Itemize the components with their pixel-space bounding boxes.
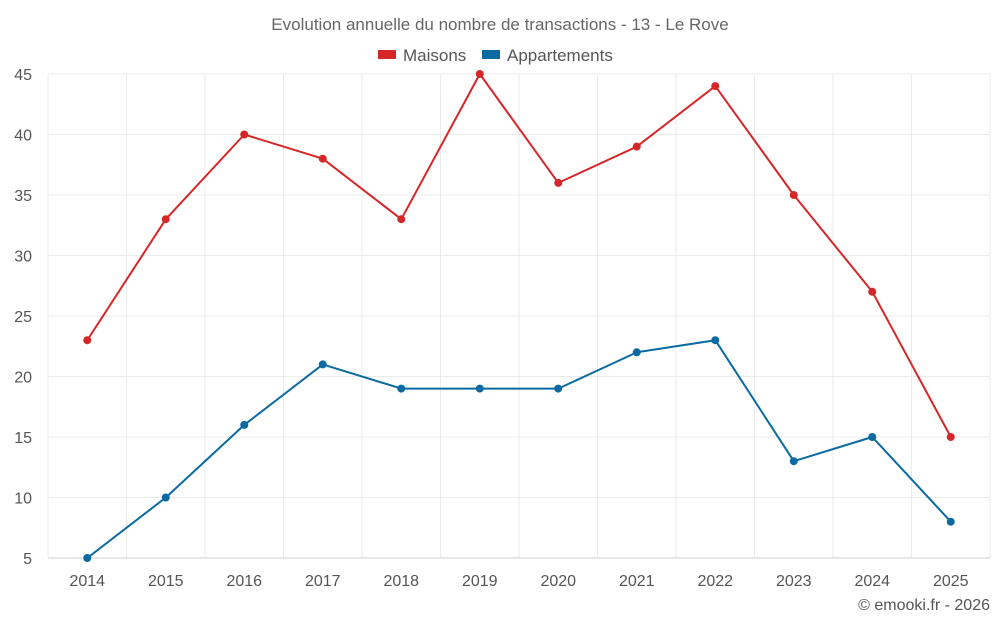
- x-tick-label: 2023: [776, 573, 812, 590]
- series-appartements: [83, 336, 955, 562]
- legend-item-maisons[interactable]: Maisons: [378, 46, 466, 65]
- legend-swatch-maisons: [378, 50, 396, 59]
- x-tick-label: 2021: [619, 573, 655, 590]
- data-point-maisons[interactable]: [946, 433, 955, 441]
- footer-credit: © emooki.fr - 2026: [858, 597, 990, 614]
- x-tick-label: 2017: [305, 573, 341, 590]
- x-axis: 2014 2015 2016 2017 2018 2019 2020 2021 2022 2023…: [48, 557, 990, 590]
- y-tick-label: 25: [14, 309, 32, 326]
- data-point-maisons[interactable]: [475, 70, 484, 78]
- data-point-appartements[interactable]: [946, 517, 955, 526]
- data-point-appartements[interactable]: [868, 433, 877, 441]
- data-point-appartements[interactable]: [632, 348, 641, 357]
- data-point-maisons[interactable]: [868, 287, 877, 296]
- data-point-appartements[interactable]: [554, 384, 563, 393]
- data-point-maisons[interactable]: [554, 178, 563, 187]
- data-point-maisons[interactable]: [789, 191, 798, 199]
- y-tick-label: 35: [14, 188, 32, 205]
- series-maisons: [83, 70, 955, 441]
- data-point-appartements[interactable]: [475, 384, 484, 393]
- x-tick-label: 2019: [462, 573, 498, 590]
- legend-label-maisons: Maisons: [403, 46, 466, 65]
- series: [83, 70, 955, 562]
- data-point-appartements[interactable]: [711, 336, 720, 345]
- grid: [47, 73, 991, 559]
- data-point-appartements[interactable]: [240, 420, 249, 429]
- x-tick-label: 2022: [697, 573, 733, 590]
- y-tick-label: 15: [14, 430, 32, 447]
- data-point-maisons[interactable]: [161, 215, 170, 224]
- legend: Maisons Appartements: [378, 46, 613, 65]
- data-point-maisons[interactable]: [318, 154, 327, 163]
- data-point-maisons[interactable]: [83, 336, 92, 345]
- data-point-maisons[interactable]: [240, 130, 249, 139]
- data-point-appartements[interactable]: [161, 493, 170, 502]
- y-tick-label: 5: [23, 551, 32, 568]
- x-tick-label: 2025: [933, 573, 969, 590]
- data-point-maisons[interactable]: [711, 82, 720, 91]
- series-line-appartements: [86, 339, 952, 559]
- y-tick-label: 10: [14, 491, 32, 508]
- legend-item-appartements[interactable]: Appartements: [482, 46, 613, 65]
- x-tick-label: 2020: [540, 573, 576, 590]
- y-tick-label: 40: [14, 128, 32, 145]
- y-tick-label: 30: [14, 249, 32, 266]
- data-point-appartements[interactable]: [318, 360, 327, 369]
- data-point-appartements[interactable]: [397, 384, 406, 393]
- y-tick-label: 20: [14, 370, 32, 387]
- data-point-maisons[interactable]: [397, 215, 406, 224]
- data-point-appartements[interactable]: [789, 457, 798, 466]
- series-line-maisons: [86, 73, 952, 438]
- legend-label-appartements: Appartements: [507, 46, 613, 65]
- x-tick-label: 2016: [226, 573, 262, 590]
- chart-title: Evolution annuelle du nombre de transact…: [271, 15, 728, 34]
- x-tick-label: 2018: [383, 573, 419, 590]
- data-point-appartements[interactable]: [83, 554, 92, 562]
- legend-swatch-appartements: [482, 50, 500, 59]
- x-tick-label: 2014: [69, 573, 105, 590]
- x-tick-label: 2015: [148, 573, 184, 590]
- data-point-maisons[interactable]: [632, 142, 641, 151]
- y-tick-label: 45: [14, 67, 32, 84]
- y-axis: 5 10 15 20 25 30 35 40 45: [14, 67, 32, 568]
- x-tick-label: 2024: [854, 573, 890, 590]
